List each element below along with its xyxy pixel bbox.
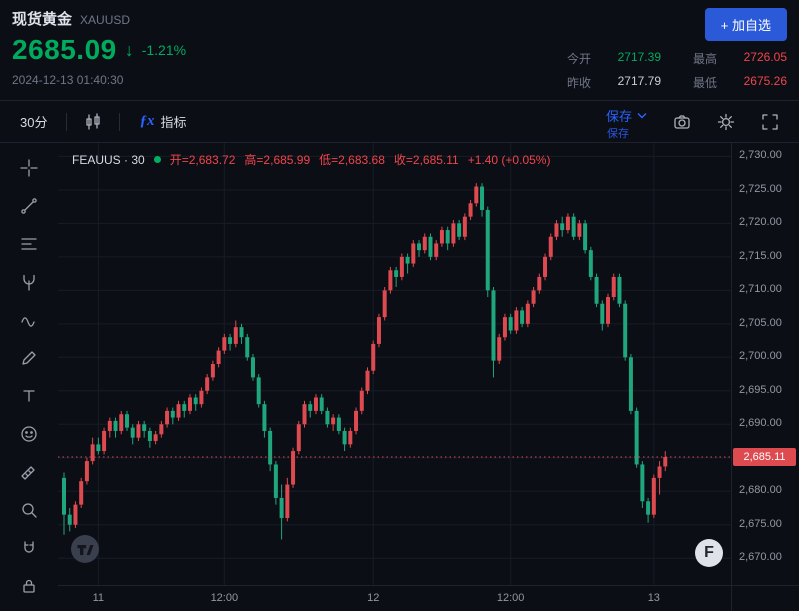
price-tick: 2,680.00 [739,484,782,497]
brand-badge: F [695,539,723,567]
time-tick: 12 [367,592,380,604]
interval-button[interactable]: 30分 [14,108,53,135]
zoom-icon [22,503,37,518]
legend-low: 低=2,683.68 [319,153,385,167]
fullscreen-button[interactable] [759,111,781,133]
crosshair-icon [20,159,38,177]
brush-icon [22,351,36,365]
pitchfork-icon [23,274,35,291]
price-tick: 2,690.00 [739,417,782,430]
legend-title: FEAUUS · 30 [72,152,145,167]
candlestick-icon [86,112,101,130]
price-tick: 2,695.00 [739,383,782,396]
settings-button[interactable] [715,111,737,133]
chevron-down-icon [637,112,647,118]
brush-tool[interactable] [11,341,47,375]
legend-change: +1.40 (+0.05%) [467,152,551,167]
magnet-icon [24,541,34,553]
last-price-tag: 2,685.11 [733,448,796,467]
legend-close: 收=2,685.11 [393,153,459,167]
tradingview-logo[interactable] [70,534,100,569]
candlestick-plot[interactable] [58,143,731,585]
down-arrow-icon: ↓ [124,39,134,60]
chart-type-button[interactable] [80,109,106,135]
zoom-tool[interactable] [11,493,47,527]
time-tick: 12:00 [210,592,239,604]
emoji-icon [21,426,37,442]
save-group: 保存 保存 [604,104,649,140]
fib-lines-icon [21,238,37,250]
time-tick: 12:00 [496,592,525,604]
price-tick: 2,700.00 [739,350,782,363]
camera-icon [674,114,690,129]
save-menu-item[interactable]: 保存 [606,127,629,140]
price-axis[interactable]: 2,685.11 2,670.002,675.002,680.002,685.0… [731,143,799,585]
trendline-tool[interactable] [11,189,47,223]
gear-icon [717,113,735,130]
price-tick: 2,730.00 [739,149,782,162]
trendline-icon [21,198,37,214]
text-tool[interactable] [11,379,47,413]
price-tick: 2,725.00 [739,182,782,195]
time-tick: 13 [647,592,660,604]
indicators-button[interactable]: ƒx 指标 [133,108,192,135]
divider [119,112,121,131]
price-axis-column: 2,685.11 2,670.002,675.002,680.002,685.0… [731,143,799,611]
instrument-symbol: XAUUSD [80,13,131,27]
ruler-tool[interactable] [11,455,47,489]
wave-pattern-tool[interactable] [11,303,47,337]
stat-open: 今开 2717.39 [567,50,661,66]
stat-prev-close: 昨收 2717.79 [567,74,661,90]
price-tick: 2,705.00 [739,316,782,329]
wave-pattern-icon [21,317,35,327]
add-watchlist-button[interactable]: + 加自选 [704,8,787,41]
plot-area[interactable]: FEAUUS · 30 开=2,683.72 高=2,685.99 低=2,68… [58,143,731,585]
price-tick: 2,670.00 [739,551,782,564]
emoji-tool[interactable] [11,417,47,451]
text-tool-icon [23,390,35,402]
quote-stats: 今开 2717.39 最高 2726.05 昨收 2717.79 最低 2675… [567,50,787,91]
fullscreen-icon [762,113,778,130]
market-status-dot [153,156,161,163]
instrument-title: 现货黄金 [12,11,73,28]
lock-tool[interactable] [11,569,47,603]
chart-toolbar: 30分 ƒx 指标 保存 保存 [0,100,799,143]
quote-timestamp: 2024-12-13 01:40:30 [12,73,124,87]
legend-open: 开=2,683.72 [169,153,236,167]
stat-high: 最高 2726.05 [693,50,787,66]
change-percent: -1.21% [141,42,187,58]
fx-icon: ƒx [139,113,155,129]
price-tick: 2,715.00 [739,249,782,262]
time-tick: 11 [92,592,105,604]
quote-header: 现货黄金 XAUUSD 2685.09 ↓ -1.21% 2024-12-13 … [0,0,799,100]
pitchfork-tool[interactable] [11,265,47,299]
price-tick: 2,710.00 [739,283,782,296]
chart-legend: FEAUUS · 30 开=2,683.72 高=2,685.99 低=2,68… [72,151,550,168]
last-price: 2685.09 [12,34,117,65]
save-button[interactable]: 保存 [604,104,649,127]
divider [66,112,68,131]
lock-icon [23,579,35,593]
crosshair-tool[interactable] [11,151,47,185]
stat-low: 最低 2675.26 [693,74,787,90]
indicators-label: 指标 [160,115,187,130]
magnet-tool[interactable] [11,531,47,565]
axis-corner [731,585,799,611]
price-tick: 2,720.00 [739,216,782,229]
price-tick: 2,675.00 [739,517,782,530]
camera-button[interactable] [671,111,693,133]
fib-lines-tool[interactable] [11,227,47,261]
legend-high: 高=2,685.99 [244,153,311,167]
time-axis[interactable]: 11 12:00 12 12:00 13 [58,585,731,611]
ruler-icon [21,466,35,480]
drawing-toolbar [0,143,58,611]
